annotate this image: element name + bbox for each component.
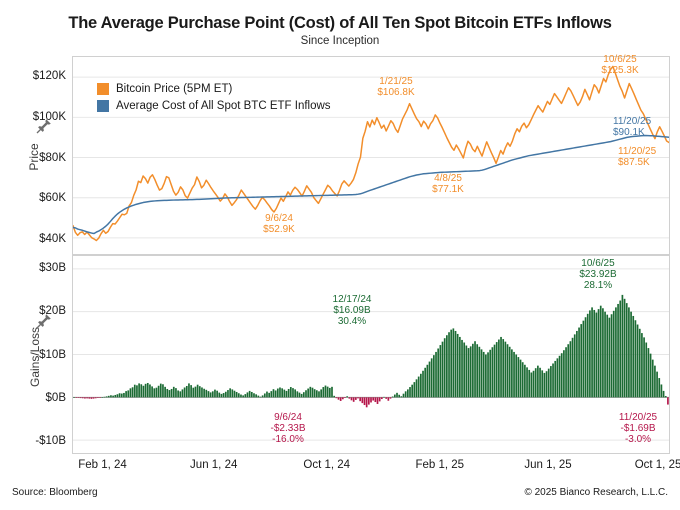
price-tick-60k: $60K — [0, 192, 66, 204]
annotation-date: 10/6/25 — [601, 54, 638, 65]
legend-item-average-cost: Average Cost of All Spot BTC ETF Inflows — [97, 97, 331, 114]
legend-item-bitcoin-price: Bitcoin Price (5PM ET) — [97, 80, 331, 97]
x-tick-2: Oct 1, 24 — [303, 459, 350, 471]
legend-swatch-orange — [97, 83, 109, 95]
copyright-label: © 2025 Bianco Research, L.L.C. — [524, 487, 668, 498]
x-tick-3: Feb 1, 25 — [415, 459, 464, 471]
price-tick-120k: $120K — [0, 70, 66, 82]
annotation-avgcost-2025-11-20: 11/20/25 $90.1K — [613, 116, 651, 138]
annotation-percent: 28.1% — [579, 280, 616, 291]
annotation-value: $87.5K — [618, 157, 656, 168]
pushpin-icon — [36, 118, 52, 134]
x-tick-4: Jun 1, 25 — [524, 459, 571, 471]
annotation-price-2025-01-21: 1/21/25 $106.8K — [377, 76, 414, 98]
annotation-date: 4/8/25 — [432, 173, 464, 184]
annotation-value: -$2.33B — [270, 423, 305, 434]
annotation-gain-2025-10-06: 10/6/25 $23.92B 28.1% — [579, 258, 616, 292]
annotation-value: $52.9K — [263, 224, 295, 235]
page-title: The Average Purchase Point (Cost) of All… — [0, 14, 680, 33]
annotation-date: 11/20/25 — [619, 412, 657, 423]
annotation-gain-2024-12-17: 12/17/24 $16.09B 30.4% — [333, 294, 372, 328]
gains-tick-30b: $30B — [0, 262, 66, 274]
annotation-value: $23.92B — [579, 269, 616, 280]
legend-label-average-cost: Average Cost of All Spot BTC ETF Inflows — [116, 100, 331, 112]
annotation-date: 12/17/24 — [333, 294, 372, 305]
annotation-percent: -3.0% — [619, 434, 657, 445]
legend-swatch-blue — [97, 100, 109, 112]
annotation-date: 1/21/25 — [377, 76, 414, 87]
x-tick-5: Oct 1, 25 — [635, 459, 680, 471]
source-label: Source: Bloomberg — [12, 487, 98, 498]
x-tick-1: Jun 1, 24 — [190, 459, 237, 471]
annotation-value: $16.09B — [333, 305, 372, 316]
gains-tick-neg10b: -$10B — [0, 435, 66, 447]
price-tick-40k: $40K — [0, 233, 66, 245]
annotation-value: $125.3K — [601, 65, 638, 76]
page-subtitle: Since Inception — [0, 35, 680, 47]
pushpin-icon — [36, 313, 52, 329]
annotation-date: 9/6/24 — [270, 412, 305, 423]
annotation-price-2024-09-06: 9/6/24 $52.9K — [263, 213, 295, 235]
annotation-date: 10/6/25 — [579, 258, 616, 269]
annotation-date: 9/6/24 — [263, 213, 295, 224]
annotation-price-2025-10-06: 10/6/25 $125.3K — [601, 54, 638, 76]
annotation-price-2025-11-20: 11/20/25 $87.5K — [618, 146, 656, 168]
annotation-value: -$1.69B — [619, 423, 657, 434]
annotation-loss-2024-09-06: 9/6/24 -$2.33B -16.0% — [270, 412, 305, 446]
annotation-loss-2025-11-20: 11/20/25 -$1.69B -3.0% — [619, 412, 657, 446]
annotation-value: $77.1K — [432, 184, 464, 195]
x-tick-0: Feb 1, 24 — [78, 459, 127, 471]
annotation-date: 11/20/25 — [613, 116, 651, 127]
chart-legend: Bitcoin Price (5PM ET) Average Cost of A… — [97, 80, 331, 114]
annotation-percent: -16.0% — [270, 434, 305, 445]
annotation-value: $90.1K — [613, 127, 651, 138]
annotation-date: 11/20/25 — [618, 146, 656, 157]
annotation-value: $106.8K — [377, 87, 414, 98]
legend-label-bitcoin-price: Bitcoin Price (5PM ET) — [116, 83, 232, 95]
annotation-price-2025-04-08: 4/8/25 $77.1K — [432, 173, 464, 195]
annotation-percent: 30.4% — [333, 316, 372, 327]
